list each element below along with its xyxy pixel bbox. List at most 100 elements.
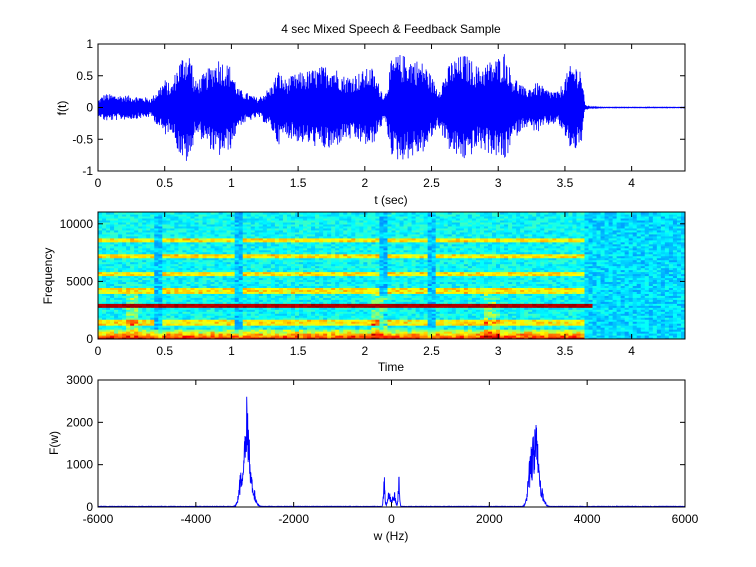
spectrogram-cell bbox=[327, 245, 332, 249]
spectrogram-cell bbox=[174, 311, 180, 314]
spectrogram-cell bbox=[166, 239, 171, 243]
spectrogram-cell bbox=[303, 325, 308, 328]
spectrogram-cell bbox=[146, 245, 151, 249]
spectrogram-cell bbox=[379, 213, 385, 217]
spectrogram-cell bbox=[327, 307, 332, 310]
spectrogram-cell bbox=[158, 301, 163, 304]
spectrogram-cell bbox=[210, 261, 216, 265]
spectrogram-cell bbox=[178, 255, 184, 259]
spectrogram-cell bbox=[214, 219, 220, 223]
spectrogram-cell bbox=[110, 263, 115, 267]
spectrogram-cell bbox=[266, 317, 272, 320]
spectrogram-cell bbox=[351, 253, 356, 257]
spectrogram-cell bbox=[202, 271, 208, 275]
spectrogram-cell bbox=[399, 307, 405, 310]
spectrogram-cell bbox=[114, 253, 119, 257]
spectrogram-cell bbox=[138, 335, 143, 338]
spectrogram-cell bbox=[242, 331, 248, 334]
spectrogram-cell bbox=[323, 309, 328, 312]
spectrogram-cell bbox=[403, 237, 409, 241]
spectrogram-cell bbox=[170, 253, 175, 257]
spectrogram-cell bbox=[375, 223, 381, 227]
spectrogram-cell bbox=[363, 229, 368, 233]
spectrogram-cell bbox=[166, 333, 171, 336]
spectrogram-cell bbox=[403, 329, 409, 332]
spectrogram-cell bbox=[222, 303, 228, 306]
spectrogram-cell bbox=[311, 331, 316, 334]
spectrogram-cell bbox=[347, 279, 352, 283]
spectrogram-cell bbox=[110, 297, 115, 300]
spectrogram-cell bbox=[250, 303, 256, 306]
spectrogram-cell bbox=[178, 319, 184, 322]
spectrogram-cell bbox=[379, 299, 385, 302]
spectrogram-cell bbox=[190, 299, 196, 302]
spectrogram-cell bbox=[230, 249, 236, 253]
spectrogram-cell bbox=[126, 271, 131, 275]
spectrogram-cell bbox=[150, 311, 155, 314]
spectrogram-cell bbox=[142, 293, 147, 296]
spectrogram-cell bbox=[299, 333, 304, 336]
spectrogram-cell bbox=[375, 227, 381, 231]
spectrogram-cell bbox=[327, 227, 332, 231]
spectrogram-cell bbox=[142, 253, 147, 257]
spectrogram-cell bbox=[351, 221, 356, 225]
spectrogram-cell bbox=[106, 301, 111, 304]
spectrogram-cell bbox=[315, 281, 320, 285]
spectrogram-cell bbox=[282, 243, 288, 247]
spectrogram-cell bbox=[343, 212, 348, 215]
spectrogram-cell bbox=[383, 307, 389, 310]
spectrogram-cell bbox=[222, 229, 228, 233]
spectrogram-cell bbox=[286, 265, 292, 269]
spectrogram-cell bbox=[359, 281, 364, 285]
spectrogram-cell bbox=[226, 285, 232, 288]
spectrogram-cell bbox=[282, 285, 288, 288]
spectrogram-cell bbox=[278, 291, 284, 294]
spectrogram-cell bbox=[226, 225, 232, 229]
spectrogram-cell bbox=[218, 287, 224, 290]
spectrogram-cell bbox=[98, 249, 103, 253]
spectrogram-cell bbox=[206, 233, 212, 237]
spectrogram-cell bbox=[295, 277, 300, 281]
spectrogram-cell bbox=[315, 305, 320, 308]
spectrogram-cell bbox=[335, 277, 340, 281]
spectrogram-cell bbox=[230, 309, 236, 312]
spectrogram-cell bbox=[290, 297, 296, 300]
spectrogram-cell bbox=[234, 299, 240, 302]
spectrogram-cell bbox=[210, 295, 216, 298]
spectrogram-cell bbox=[311, 265, 316, 269]
spectrogram-cell bbox=[106, 315, 111, 318]
spectrogram-cell bbox=[286, 263, 292, 267]
spectrogram-cell bbox=[307, 331, 312, 334]
spectrogram-cell bbox=[359, 311, 364, 314]
spectrogram-cell bbox=[274, 257, 280, 261]
spectrogram-cell bbox=[222, 251, 228, 255]
spectrogram-cell bbox=[174, 301, 180, 304]
spectrogram-cell bbox=[307, 311, 312, 314]
spectrogram-cell bbox=[226, 239, 232, 243]
spectrogram-cell bbox=[122, 291, 127, 294]
spectrogram-cell bbox=[150, 245, 155, 249]
spectrogram-cell bbox=[166, 261, 171, 265]
spectrogram-cell bbox=[278, 303, 284, 306]
spectrogram-cell bbox=[162, 307, 167, 310]
spectrogram-cell bbox=[198, 275, 204, 279]
spectrogram-cell bbox=[130, 225, 135, 229]
spectrogram-cell bbox=[278, 331, 284, 334]
spectrogram-cell bbox=[274, 277, 280, 281]
spectrogram-cell bbox=[206, 307, 212, 310]
spectrogram-cell bbox=[126, 297, 131, 300]
spectrogram-cell bbox=[351, 219, 356, 223]
spectrogram-cell bbox=[162, 313, 167, 316]
spectrogram-cell bbox=[118, 273, 123, 277]
spectrogram-cell bbox=[170, 212, 175, 215]
spectrogram-cell bbox=[194, 287, 200, 290]
spectrogram-cell bbox=[254, 267, 260, 271]
spectrogram-cell bbox=[210, 235, 216, 239]
spectrogram-cell bbox=[202, 237, 208, 241]
spectrogram-cell bbox=[226, 301, 232, 304]
spectrogram-cell bbox=[106, 337, 111, 339]
spectrogram-cell bbox=[339, 213, 344, 217]
spectrogram-cell bbox=[387, 223, 393, 227]
spectrogram-cell bbox=[262, 283, 268, 287]
spectrogram-cell bbox=[182, 305, 188, 308]
